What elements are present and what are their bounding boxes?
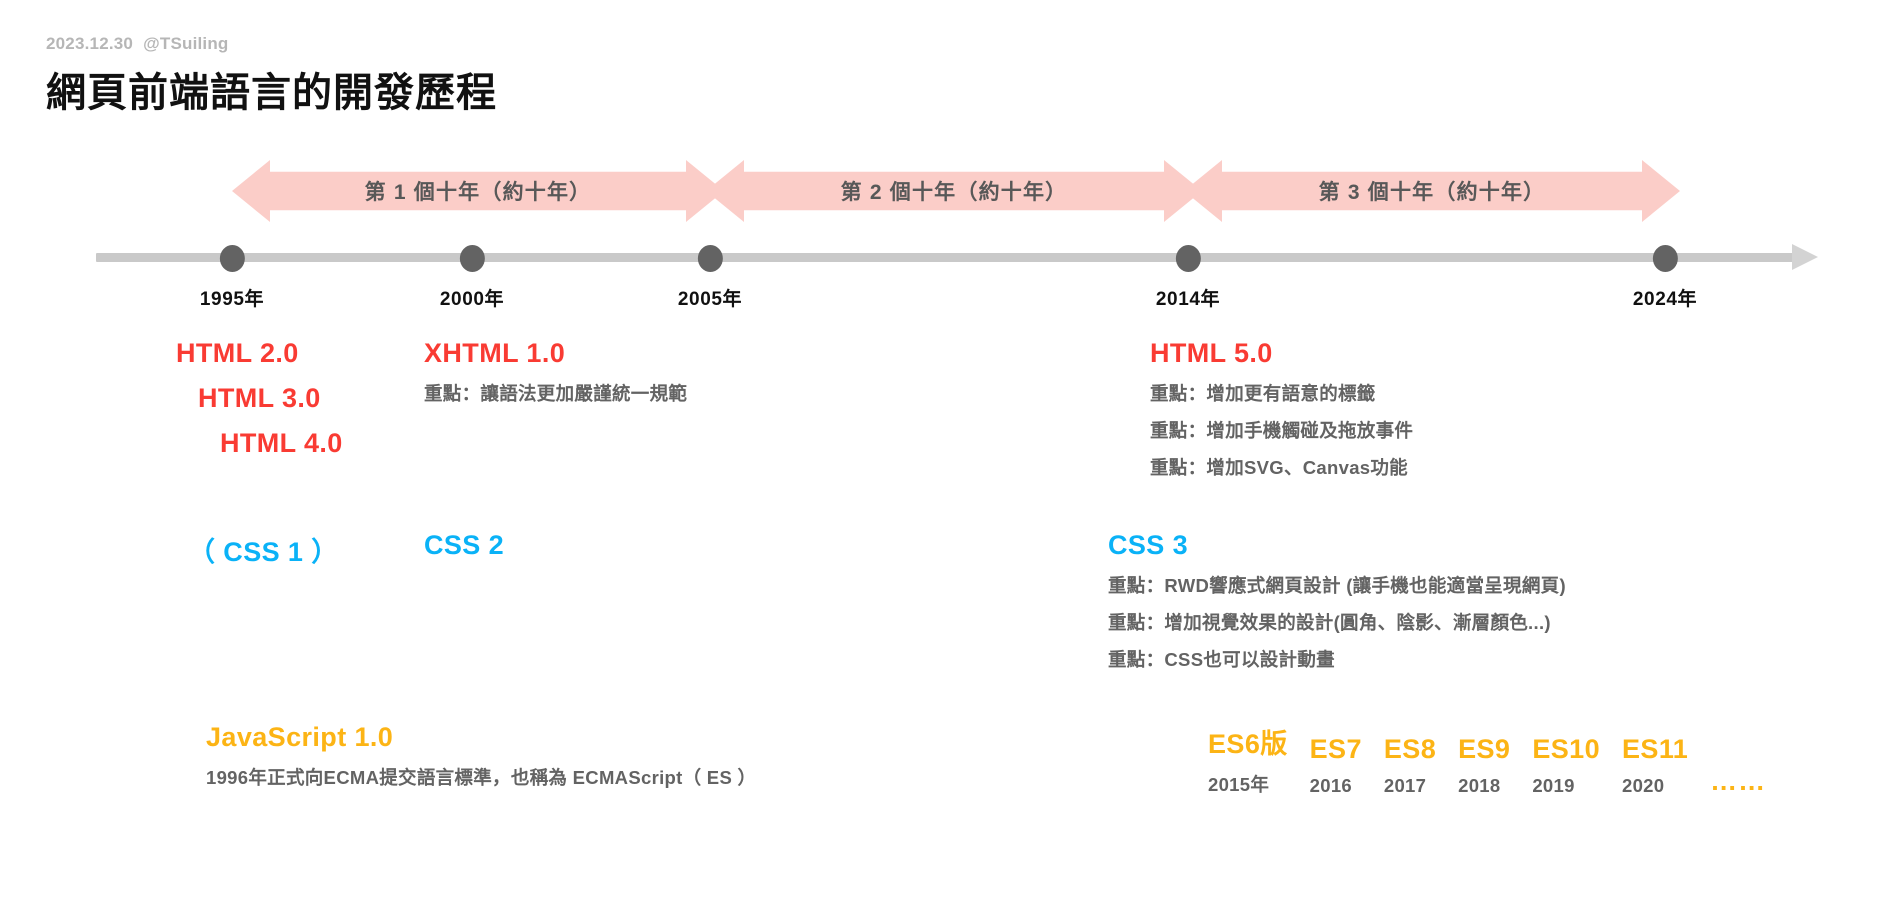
es-versions-block: ES6版 2015年 ES7 2016 ES8 2017 ES9 2018 ES… — [1208, 722, 1788, 797]
decade-label-3: 第 3 個十年（約十年） — [1318, 181, 1546, 204]
axis-node-2014: 2014年 — [1156, 245, 1220, 311]
es-item-9: ES9 2018 — [1458, 734, 1510, 797]
css3-note-1: 重點：RWD響應式網頁設計 (讓手機也能適當呈現網頁) — [1108, 575, 1566, 596]
css3-block: CSS 3 重點：RWD響應式網頁設計 (讓手機也能適當呈現網頁) 重點：增加視… — [1108, 530, 1566, 672]
es-year: 2019 — [1532, 775, 1575, 796]
es-name: ES8 — [1383, 734, 1437, 764]
xhtml-title: XHTML 1.0 — [424, 338, 566, 368]
html5-note-1: 重點：增加更有語意的標籤 — [1150, 383, 1376, 404]
html-version-2: HTML 2.0 — [176, 338, 299, 368]
es-name: ES11 — [1622, 734, 1689, 764]
css3-title: CSS 3 — [1108, 530, 1189, 560]
page-header: 2023.12.30 @TSuiling 網頁前端語言的開發歷程 — [46, 34, 1046, 118]
es-item-7: ES7 2016 — [1310, 734, 1362, 797]
author-handle: @TSuiling — [143, 34, 229, 53]
css2-title: CSS 2 — [424, 530, 505, 560]
html-early-versions-block: HTML 2.0 HTML 3.0 HTML 4.0 — [176, 338, 343, 459]
css3-note-2: 重點：增加視覺效果的設計(圓角、陰影、漸層顏色...) — [1108, 612, 1551, 633]
axis-node-2000: 2000年 — [440, 245, 504, 311]
axis-node-2024: 2024年 — [1633, 245, 1697, 311]
axis-line — [96, 253, 1796, 262]
es-item-10: ES10 2019 — [1532, 734, 1600, 797]
es-name: ES9 — [1458, 734, 1511, 764]
axis-year-label: 2024年 — [1632, 289, 1698, 310]
es-year: 2017 — [1383, 775, 1427, 796]
decade-banner-1: 第 1 個十年（約十年） — [232, 160, 724, 222]
decade-banner-group: 第 1 個十年（約十年） 第 2 個十年（約十年） 第 3 個十年（約十年） — [0, 160, 1900, 222]
decade-banner-3: 第 3 個十年（約十年） — [1184, 160, 1680, 222]
es-year: 2018 — [1458, 775, 1501, 796]
axis-node-1995: 1995年 — [200, 245, 264, 311]
es-name: ES6版 — [1208, 729, 1288, 759]
es-item-6: ES6版 2015年 — [1208, 722, 1288, 797]
html5-block: HTML 5.0 重點：增加更有語意的標籤 重點：增加手機觸碰及拖放事件 重點：… — [1150, 338, 1413, 480]
es-item-more: …… — [1710, 766, 1766, 797]
es-name: ES10 — [1532, 734, 1600, 764]
axis-dot-icon — [1652, 245, 1678, 272]
html-version-3: HTML 3.0 — [198, 383, 321, 413]
xhtml-block: XHTML 1.0 重點：讓語法更加嚴謹統一規範 — [424, 338, 687, 406]
publish-date: 2023.12.30 — [46, 34, 134, 53]
html-version-4: HTML 4.0 — [220, 428, 343, 458]
axis-dot-icon — [697, 245, 723, 272]
axis-year-label: 1995年 — [199, 289, 265, 310]
es-year: 2015年 — [1208, 774, 1270, 795]
html5-note-2: 重點：增加手機觸碰及拖放事件 — [1150, 420, 1414, 441]
javascript-block: JavaScript 1.0 1996年正式向ECMA提交語言標準，也稱為 EC… — [206, 722, 756, 790]
axis-year-label: 2000年 — [439, 289, 505, 310]
css2-block: CSS 2 — [424, 530, 504, 561]
es-name: ES7 — [1309, 734, 1362, 764]
es-year: 2020 — [1622, 775, 1665, 796]
es-ellipsis: …… — [1710, 766, 1767, 796]
axis-node-2005: 2005年 — [678, 245, 742, 311]
decade-label-1: 第 1 個十年（約十年） — [364, 181, 592, 204]
es-item-8: ES8 2017 — [1384, 734, 1436, 797]
axis-arrow-icon — [1792, 244, 1818, 270]
page-title: 網頁前端語言的開發歷程 — [46, 71, 497, 115]
axis-year-label: 2005年 — [677, 289, 743, 310]
css3-note-3: 重點：CSS也可以設計動畫 — [1108, 649, 1335, 670]
axis-year-label: 2014年 — [1155, 289, 1221, 310]
javascript-note-1: 1996年正式向ECMA提交語言標準，也稱為 ECMAScript（ ES ） — [206, 767, 757, 788]
axis-dot-icon — [459, 245, 485, 272]
css1-block: （ CSS 1 ） — [188, 530, 339, 569]
css1-title: （ CSS 1 ） — [188, 537, 339, 567]
xhtml-note-1: 重點：讓語法更加嚴謹統一規範 — [424, 383, 688, 404]
javascript-title: JavaScript 1.0 — [206, 722, 394, 752]
axis-dot-icon — [219, 245, 245, 272]
es-year: 2016 — [1309, 775, 1352, 796]
html5-note-3: 重點：增加SVG、Canvas功能 — [1150, 457, 1408, 478]
es-item-11: ES11 2020 — [1622, 734, 1688, 797]
header-meta: 2023.12.30 @TSuiling — [46, 34, 1046, 54]
html5-title: HTML 5.0 — [1150, 338, 1273, 368]
axis-dot-icon — [1175, 245, 1201, 272]
decade-banner-2: 第 2 個十年（約十年） — [706, 160, 1202, 222]
timeline-axis: 1995年 2000年 2005年 2014年 2024年 — [0, 244, 1900, 325]
decade-label-2: 第 2 個十年（約十年） — [840, 181, 1068, 204]
es-version-row: ES6版 2015年 ES7 2016 ES8 2017 ES9 2018 ES… — [1208, 722, 1788, 797]
